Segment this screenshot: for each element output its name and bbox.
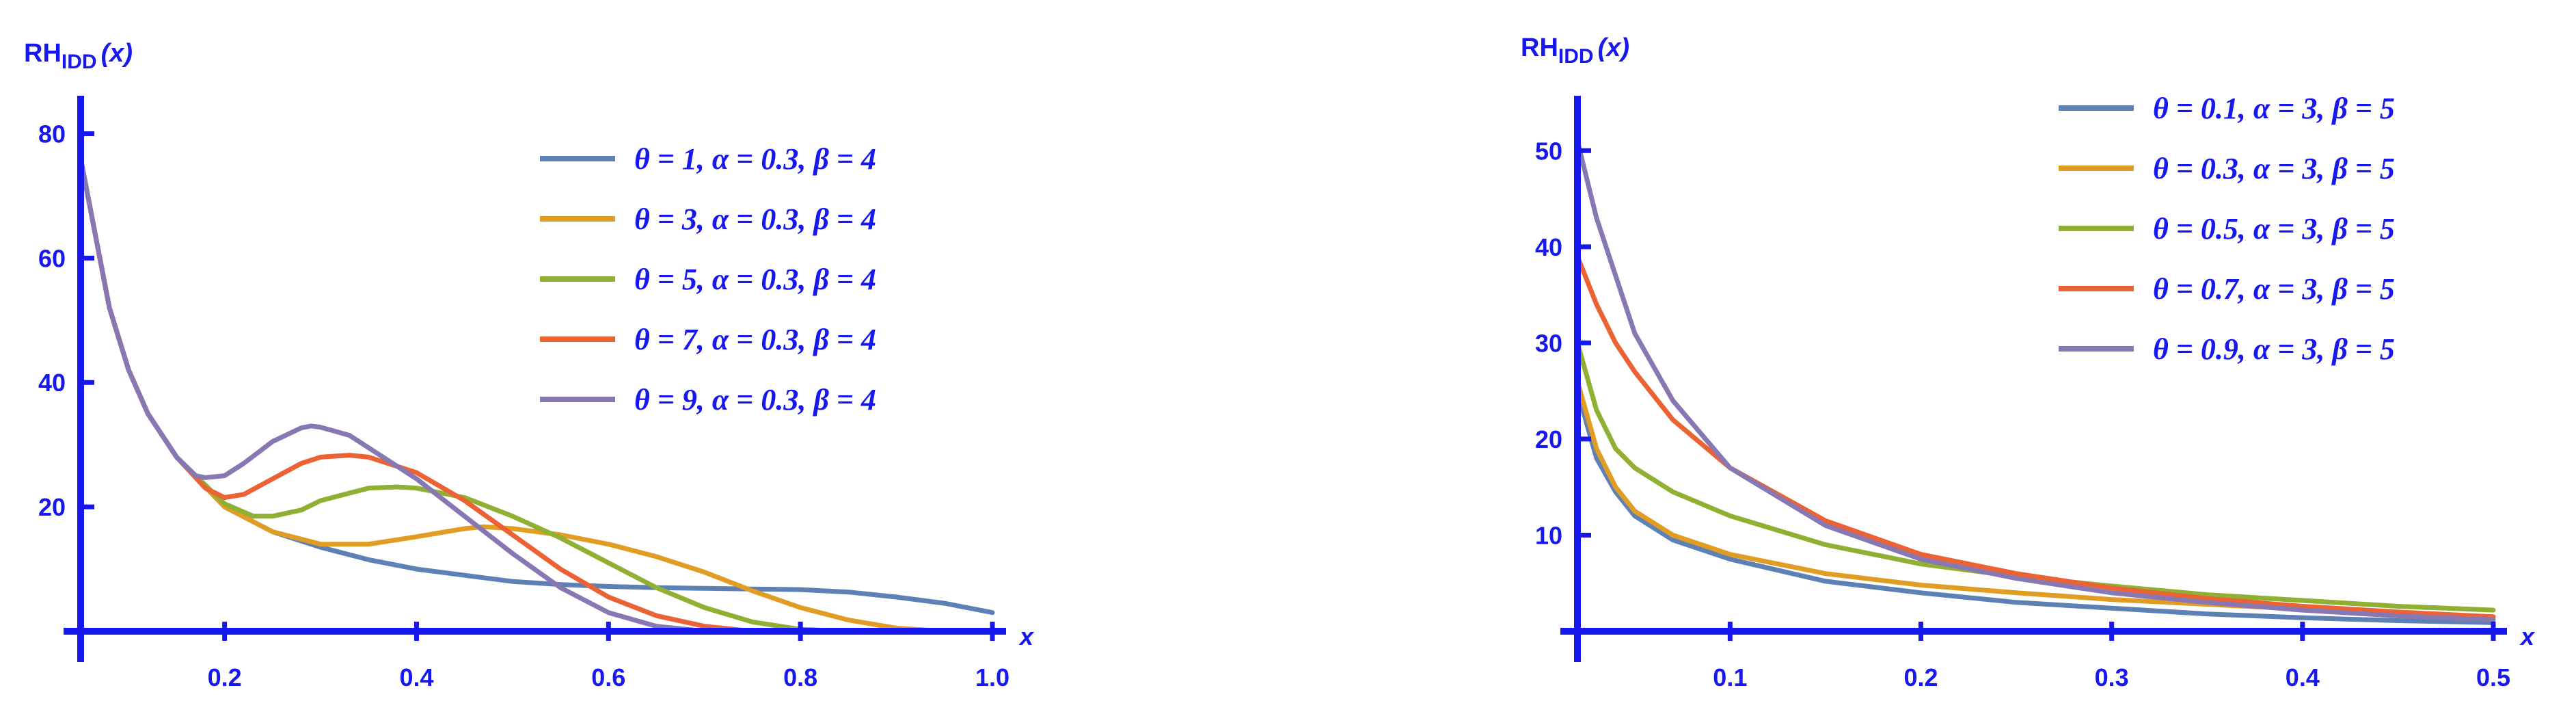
y-tick-label: 30 (1535, 329, 1562, 357)
legend: θ = 1, α = 0.3, β = 4 θ = 3, α = 0.3, β =… (540, 142, 876, 416)
y-axis-label-arg: (x) (1598, 34, 1629, 62)
x-tick-label: 0.5 (2476, 663, 2510, 691)
y-tick-label: 40 (38, 369, 66, 397)
x-tick-label: 0.3 (2095, 663, 2129, 691)
x-tick-label: 0.4 (399, 663, 433, 691)
chart-right: 0.1 0.2 0.3 0.4 0.5 10 20 30 40 50 x RHIDD (x) θ = 0.… (1521, 34, 2536, 691)
x-tick-label: 1.0 (975, 663, 1009, 691)
legend-label-4: θ = 7, α = 0.3, β = 4 (634, 323, 876, 356)
series-line-5 (1575, 138, 2496, 622)
y-tick-label: 20 (38, 493, 66, 521)
x-tick-label: 0.2 (1903, 663, 1938, 691)
y-tick-label: 50 (1535, 137, 1562, 165)
legend-label-2: θ = 3, α = 0.3, β = 4 (634, 202, 876, 236)
x-tick-label: 0.6 (591, 663, 625, 691)
legend-label-3: θ = 5, α = 0.3, β = 4 (634, 263, 876, 296)
y-axis-label-arg: (x) (101, 39, 133, 68)
series-line-4 (1575, 254, 2496, 620)
legend-label-3: θ = 0.5, α = 3, β = 5 (2153, 212, 2395, 246)
legend-label-5: θ = 9, α = 0.3, β = 4 (634, 383, 876, 416)
y-axis-label-sub: IDD (62, 51, 97, 73)
x-tick-label: 0.1 (1713, 663, 1747, 691)
y-tick-label: 40 (1535, 233, 1562, 261)
legend-label-1: θ = 1, α = 0.3, β = 4 (634, 142, 876, 176)
legend-label-2: θ = 0.3, α = 3, β = 5 (2153, 152, 2395, 185)
x-tick-label: 0.2 (208, 663, 242, 691)
y-axis-label-main: RH (1521, 34, 1558, 62)
legend-label-1: θ = 0.1, α = 3, β = 5 (2153, 92, 2395, 125)
legend-label-4: θ = 0.7, α = 3, β = 5 (2153, 272, 2395, 306)
y-tick-label: 60 (38, 244, 66, 272)
series-line-3 (1575, 340, 2496, 613)
x-tick-label: 0.8 (783, 663, 817, 691)
y-axis-label-sub: IDD (1558, 45, 1594, 68)
series-line-1 (1575, 388, 2496, 625)
legend: θ = 0.1, α = 3, β = 5 θ = 0.3, α = 3, β =… (2059, 92, 2395, 366)
y-axis-label: RHIDD (x) (1521, 34, 1629, 68)
legend-label-5: θ = 0.9, α = 3, β = 5 (2153, 332, 2395, 366)
x-axis-label: x (2519, 622, 2536, 650)
series-line-5 (78, 156, 707, 634)
y-tick-label: 20 (1535, 425, 1562, 453)
y-axis-label: RHIDD (x) (24, 39, 133, 73)
x-tick-label: 0.4 (2286, 663, 2320, 691)
y-tick-label: 10 (1535, 521, 1562, 549)
chart-left: 0.2 0.4 0.6 0.8 1.0 20 40 60 80 x RHIDD (x) θ = 1, α… (24, 39, 1035, 691)
y-tick-label: 80 (38, 120, 66, 148)
y-axis-label-main: RH (24, 39, 62, 68)
x-axis-label: x (1018, 622, 1035, 650)
